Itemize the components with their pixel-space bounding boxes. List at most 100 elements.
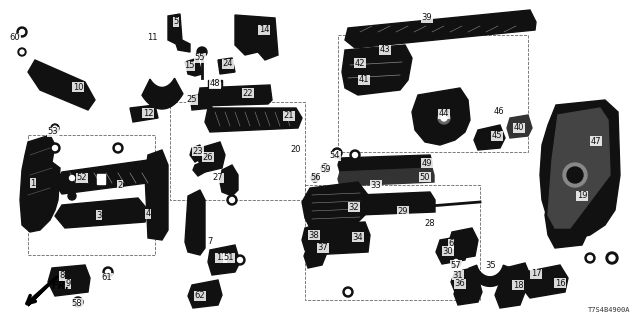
Text: 8: 8 [60, 271, 65, 281]
Text: 42: 42 [355, 59, 365, 68]
Circle shape [19, 29, 24, 35]
Text: 13: 13 [216, 253, 227, 262]
Polygon shape [451, 268, 476, 292]
Bar [305, 185, 480, 300]
Text: 55: 55 [195, 53, 205, 62]
Circle shape [311, 174, 319, 182]
Polygon shape [338, 168, 434, 186]
Circle shape [70, 175, 74, 180]
Polygon shape [218, 58, 235, 74]
Text: 62: 62 [195, 292, 205, 300]
Circle shape [237, 258, 243, 262]
Text: 28: 28 [425, 219, 435, 228]
Polygon shape [235, 15, 278, 60]
Polygon shape [520, 265, 568, 298]
Polygon shape [28, 276, 58, 306]
Text: 4: 4 [145, 210, 150, 219]
Circle shape [197, 47, 207, 57]
Polygon shape [20, 135, 60, 232]
Polygon shape [412, 88, 470, 145]
Circle shape [335, 150, 339, 156]
Circle shape [50, 143, 60, 153]
Polygon shape [305, 222, 370, 255]
Text: 5: 5 [173, 18, 179, 27]
Circle shape [17, 27, 27, 37]
Text: 21: 21 [284, 111, 294, 121]
Text: 50: 50 [420, 172, 430, 181]
Circle shape [343, 287, 353, 297]
Circle shape [609, 255, 615, 261]
Text: 9: 9 [65, 279, 70, 289]
Circle shape [606, 252, 618, 264]
Text: 22: 22 [243, 89, 253, 98]
Polygon shape [28, 60, 95, 110]
Text: 61: 61 [102, 274, 112, 283]
Text: 45: 45 [492, 132, 502, 140]
Circle shape [441, 115, 447, 121]
Polygon shape [185, 58, 202, 76]
Polygon shape [198, 85, 272, 106]
Polygon shape [304, 242, 326, 268]
Polygon shape [447, 228, 478, 260]
Bar [95, 172, 123, 186]
Circle shape [52, 146, 58, 150]
Polygon shape [185, 190, 205, 255]
Polygon shape [302, 225, 320, 250]
Bar [28, 135, 155, 255]
Circle shape [567, 167, 583, 183]
Text: 29: 29 [397, 206, 408, 215]
Polygon shape [540, 100, 620, 240]
Polygon shape [208, 245, 240, 275]
Text: 37: 37 [317, 244, 328, 252]
Text: 18: 18 [513, 281, 524, 290]
Circle shape [346, 290, 351, 294]
Circle shape [588, 255, 593, 260]
Text: 38: 38 [308, 230, 319, 239]
Text: 1: 1 [30, 179, 36, 188]
Text: 2: 2 [117, 180, 123, 189]
Polygon shape [342, 45, 412, 95]
Text: 10: 10 [73, 83, 83, 92]
Text: 52: 52 [77, 173, 87, 182]
Polygon shape [190, 94, 212, 110]
Text: 59: 59 [321, 164, 332, 173]
Polygon shape [507, 115, 532, 138]
Polygon shape [345, 10, 536, 48]
Text: 6: 6 [448, 239, 454, 249]
Polygon shape [55, 198, 148, 228]
Text: 16: 16 [555, 278, 565, 287]
Circle shape [115, 146, 120, 150]
Bar [170, 102, 305, 200]
Text: 47: 47 [591, 137, 602, 146]
Circle shape [321, 164, 329, 172]
Polygon shape [545, 182, 588, 248]
Circle shape [563, 163, 587, 187]
Text: 41: 41 [359, 76, 369, 84]
Polygon shape [168, 14, 190, 52]
Text: 49: 49 [422, 158, 432, 167]
Circle shape [227, 195, 237, 205]
Polygon shape [145, 150, 168, 240]
Polygon shape [352, 192, 435, 215]
Circle shape [235, 255, 245, 265]
Text: 30: 30 [443, 246, 453, 255]
Text: 58: 58 [72, 299, 83, 308]
Text: 12: 12 [143, 108, 153, 117]
Circle shape [323, 166, 327, 170]
Text: 34: 34 [353, 233, 364, 242]
Polygon shape [142, 78, 183, 109]
Text: 25: 25 [187, 95, 197, 105]
Polygon shape [48, 265, 90, 296]
Text: 56: 56 [310, 172, 321, 181]
Text: 7: 7 [207, 237, 212, 246]
Text: 19: 19 [577, 191, 588, 201]
Polygon shape [436, 236, 468, 264]
Text: 23: 23 [193, 147, 204, 156]
Polygon shape [454, 278, 482, 305]
Text: 15: 15 [184, 61, 195, 70]
Polygon shape [338, 155, 432, 172]
Text: 36: 36 [454, 279, 465, 289]
Text: 24: 24 [223, 60, 233, 68]
Circle shape [332, 148, 342, 158]
Text: 26: 26 [203, 153, 213, 162]
